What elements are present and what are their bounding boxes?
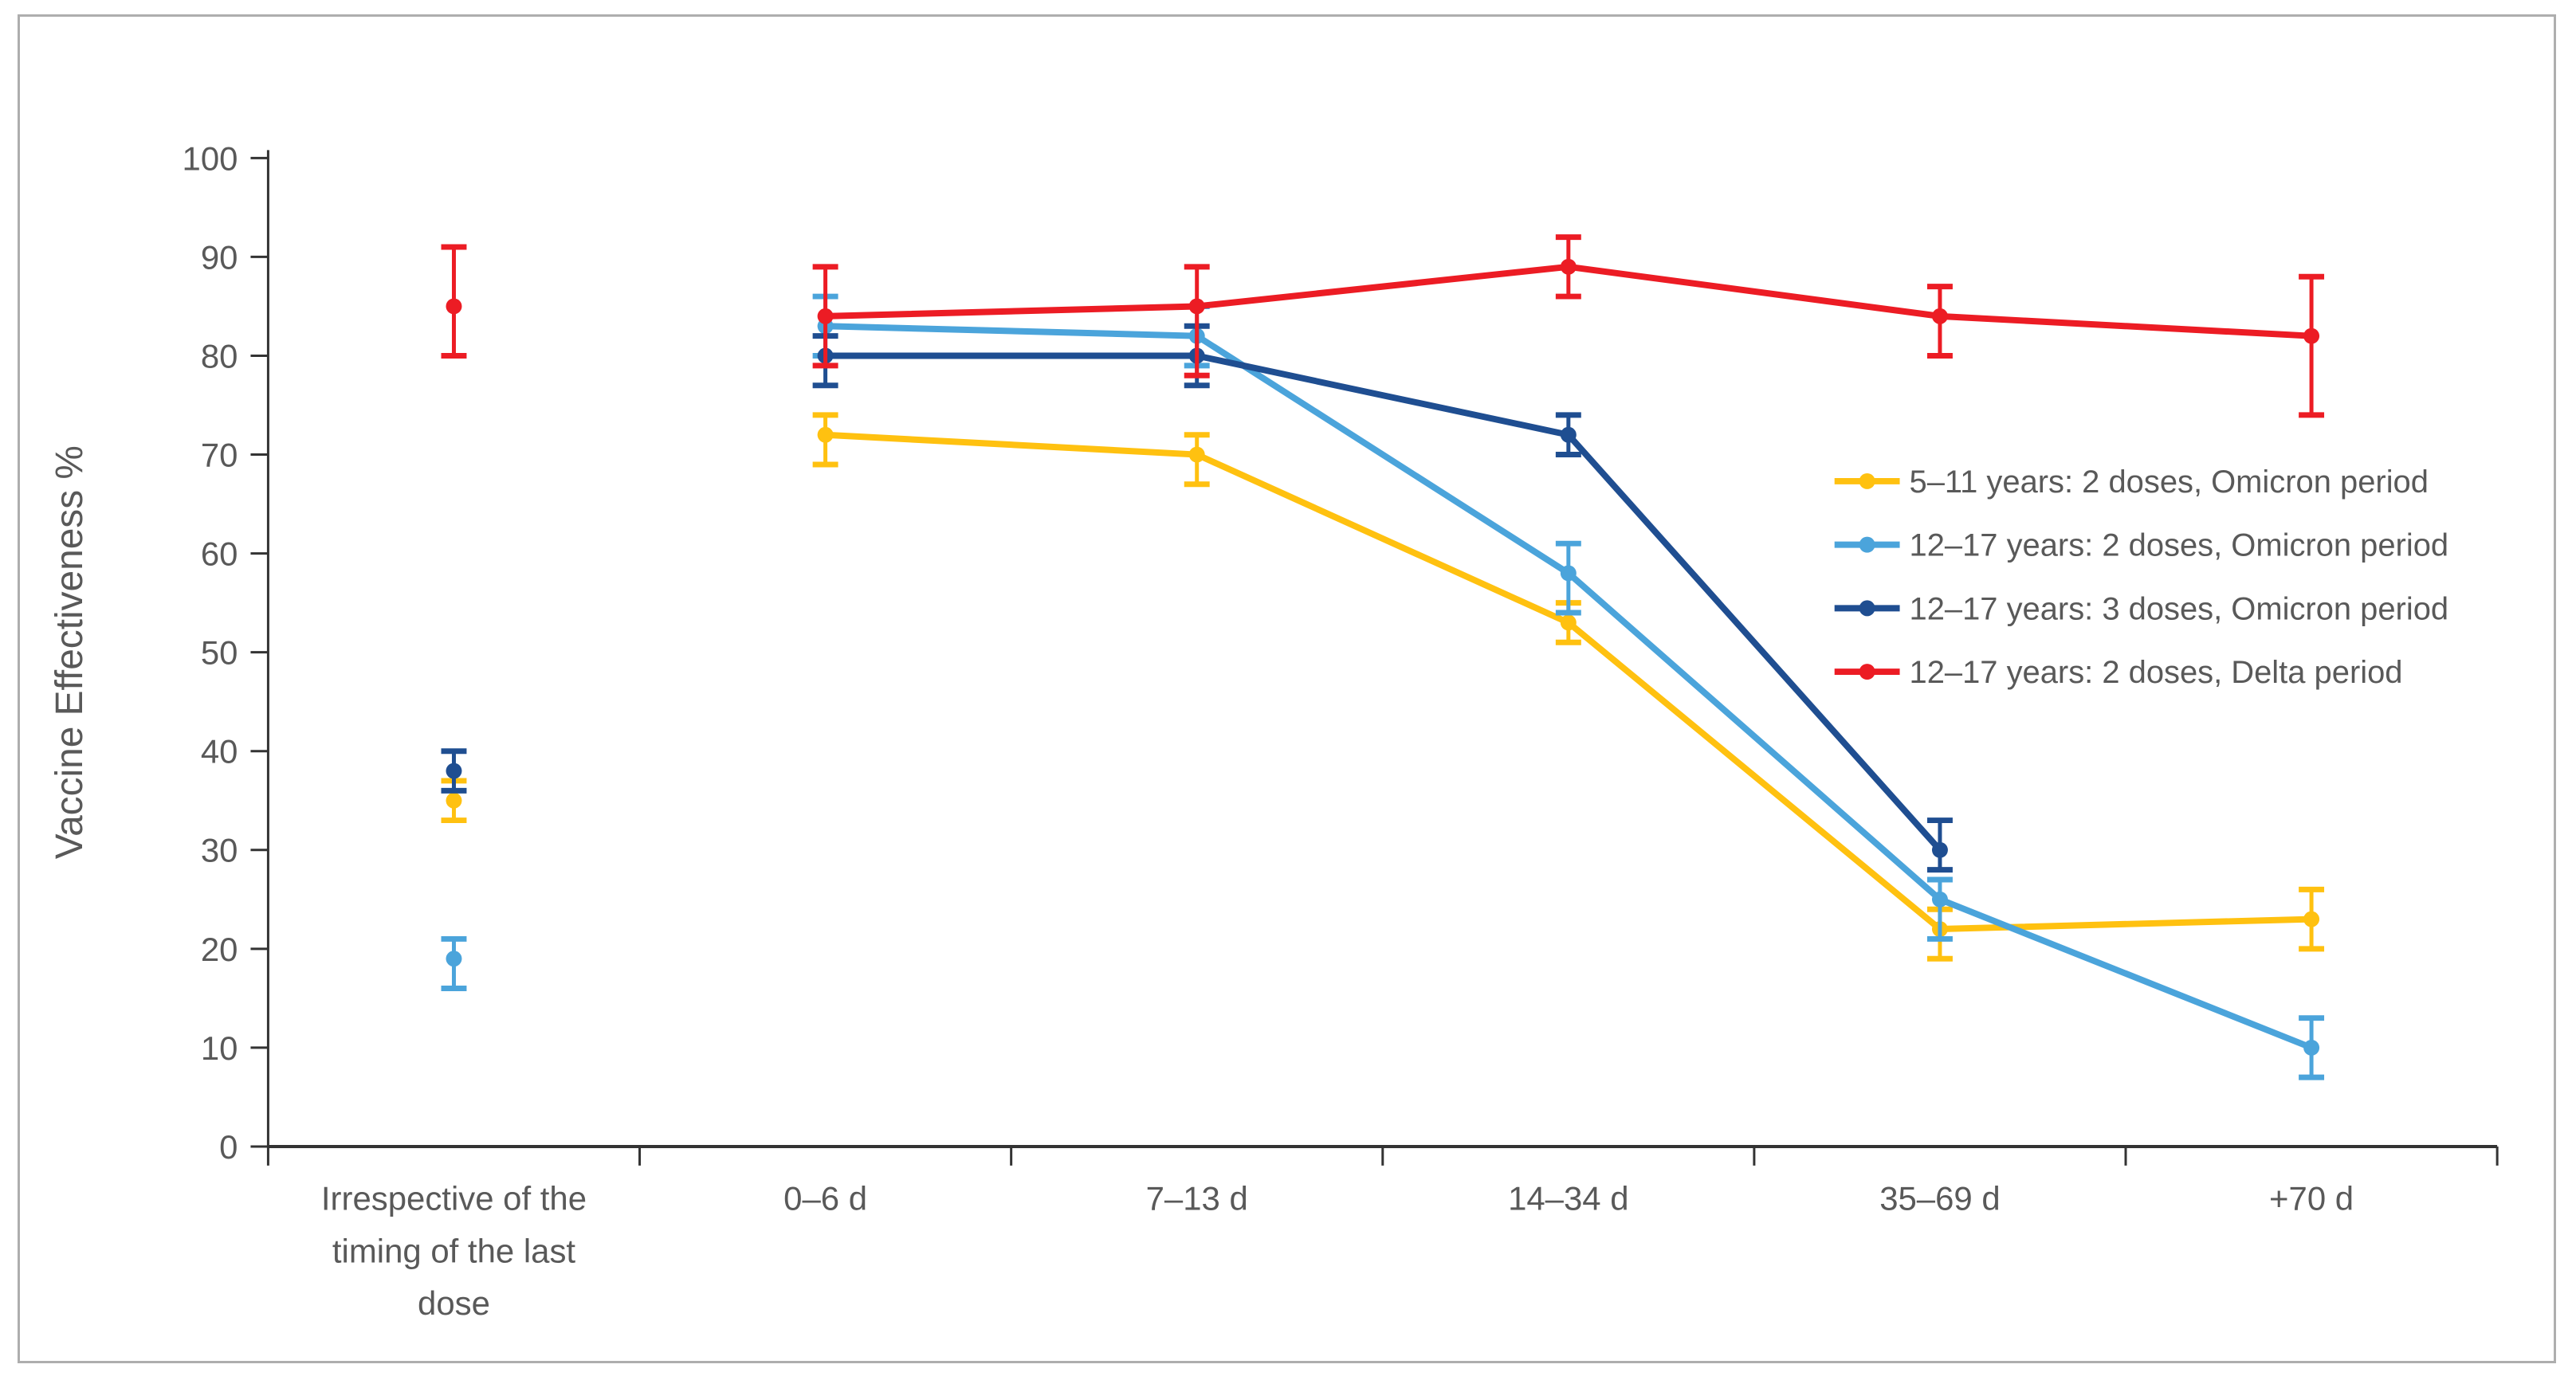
x-tick-label: Irrespective of the bbox=[321, 1180, 587, 1217]
data-point-marker bbox=[817, 426, 834, 443]
data-point-marker bbox=[446, 951, 462, 967]
data-point-marker bbox=[446, 792, 462, 809]
legend-swatch-marker bbox=[1859, 600, 1875, 617]
vaccine-effectiveness-line-chart: 0 10 20 30 40 50 60 70 80 90 100 Irrespective of th… bbox=[49, 139, 2499, 1322]
data-point-marker bbox=[2303, 1039, 2320, 1056]
y-axis-tick-labels: 0 10 20 30 40 50 60 70 80 90 100 bbox=[183, 139, 238, 1166]
series-3 bbox=[441, 323, 1953, 873]
y-tick-label: 30 bbox=[201, 832, 238, 869]
y-tick-label: 90 bbox=[201, 238, 238, 276]
data-point-marker bbox=[1931, 841, 1948, 858]
data-point-marker bbox=[1188, 298, 1205, 315]
legend-label: 5–11 years: 2 doses, Omicron period bbox=[1910, 465, 2429, 500]
y-tick-label: 80 bbox=[201, 337, 238, 374]
series-1 bbox=[441, 412, 2325, 962]
y-tick-label: 40 bbox=[201, 733, 238, 770]
x-tick-label: +70 d bbox=[2269, 1180, 2354, 1217]
x-tick-label: 35–69 d bbox=[1879, 1180, 2001, 1217]
x-tick-label: 0–6 d bbox=[783, 1180, 867, 1217]
data-point-marker bbox=[817, 308, 834, 324]
error-bars bbox=[441, 234, 2325, 418]
data-point-marker bbox=[2303, 911, 2320, 927]
legend-item-1: 5–11 years: 2 doses, Omicron period bbox=[1834, 465, 2429, 500]
data-point-marker bbox=[446, 298, 462, 315]
series-4 bbox=[441, 234, 2325, 418]
legend-item-3: 12–17 years: 3 doses, Omicron period bbox=[1834, 591, 2449, 626]
x-axis-ticks bbox=[266, 1146, 2499, 1166]
axes bbox=[266, 150, 2498, 1148]
figure-frame: 0 10 20 30 40 50 60 70 80 90 100 Irrespective of th… bbox=[18, 14, 2556, 1363]
legend-swatch-marker bbox=[1859, 536, 1875, 553]
error-bars bbox=[441, 323, 1953, 873]
legend: 5–11 years: 2 doses, Omicron period 12–17… bbox=[1834, 465, 2449, 690]
legend-label: 12–17 years: 3 doses, Omicron period bbox=[1910, 591, 2449, 626]
legend-swatch-marker bbox=[1859, 472, 1875, 489]
y-tick-label: 20 bbox=[201, 931, 238, 968]
y-axis-title: Vaccine Effectiveness % bbox=[49, 445, 91, 859]
y-tick-label: 0 bbox=[219, 1128, 238, 1166]
x-tick-label: 14–34 d bbox=[1508, 1180, 1629, 1217]
legend-label: 12–17 years: 2 doses, Delta period bbox=[1910, 655, 2403, 690]
data-point-marker bbox=[1560, 565, 1577, 582]
legend-label: 12–17 years: 2 doses, Omicron period bbox=[1910, 528, 2449, 563]
data-point-marker bbox=[2303, 327, 2320, 344]
x-tick-label: timing of the last bbox=[332, 1232, 576, 1269]
data-point-marker bbox=[446, 763, 462, 779]
y-tick-label: 70 bbox=[201, 437, 238, 474]
y-tick-label: 10 bbox=[201, 1029, 238, 1067]
series-line bbox=[822, 352, 1943, 853]
legend-item-4: 12–17 years: 2 doses, Delta period bbox=[1834, 655, 2403, 690]
x-tick-label: dose bbox=[418, 1284, 490, 1322]
x-axis-tick-labels: Irrespective of the timing of the last dos… bbox=[321, 1180, 2354, 1322]
series-markers bbox=[446, 258, 2320, 344]
data-point-marker bbox=[1560, 426, 1577, 443]
y-tick-label: 50 bbox=[201, 634, 238, 672]
data-point-marker bbox=[1188, 446, 1205, 463]
data-point-marker bbox=[1931, 891, 1948, 908]
x-tick-label: 7–13 d bbox=[1146, 1180, 1248, 1217]
y-axis-ticks bbox=[250, 156, 269, 1148]
y-tick-label: 100 bbox=[183, 139, 238, 177]
data-point-marker bbox=[1560, 258, 1577, 275]
data-point-marker bbox=[1560, 614, 1577, 631]
legend-item-2: 12–17 years: 2 doses, Omicron period bbox=[1834, 528, 2449, 563]
data-point-marker bbox=[1931, 308, 1948, 324]
legend-swatch-marker bbox=[1859, 664, 1875, 680]
y-tick-label: 60 bbox=[201, 535, 238, 573]
